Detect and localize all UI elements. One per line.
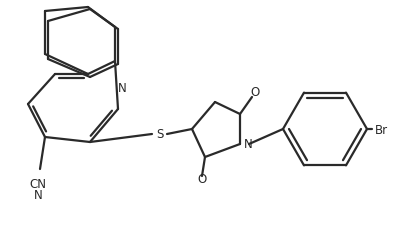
Text: N: N xyxy=(244,138,252,151)
Text: N: N xyxy=(34,189,42,202)
Text: N: N xyxy=(118,81,126,94)
Text: CN: CN xyxy=(30,178,46,191)
Text: O: O xyxy=(250,86,260,99)
Text: Br: Br xyxy=(374,123,388,136)
Text: S: S xyxy=(156,128,164,141)
Text: O: O xyxy=(197,173,207,186)
